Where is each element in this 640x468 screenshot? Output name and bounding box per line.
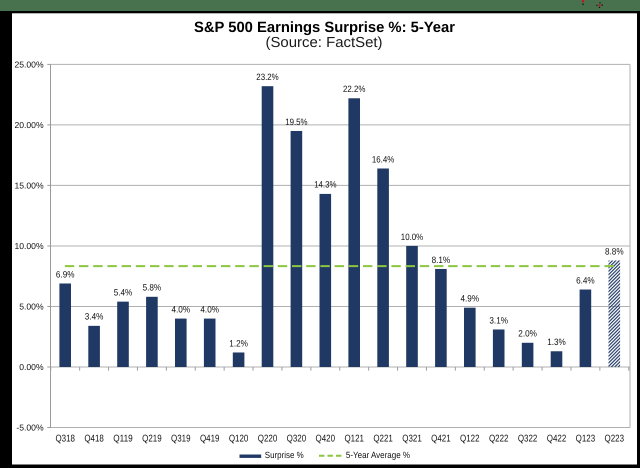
svg-text:Q318: Q318 (55, 433, 75, 444)
svg-text:Q422: Q422 (547, 433, 567, 444)
svg-text:8.8%: 8.8% (605, 246, 624, 256)
svg-text:-5.00%: -5.00% (16, 423, 44, 433)
svg-text:22.2%: 22.2% (343, 84, 365, 94)
svg-text:3.4%: 3.4% (85, 312, 104, 322)
svg-text:4.9%: 4.9% (461, 294, 480, 304)
svg-text:Q421: Q421 (431, 433, 451, 444)
svg-text:Q122: Q122 (460, 433, 480, 444)
svg-text:1.3%: 1.3% (547, 337, 566, 347)
svg-text:Q320: Q320 (287, 433, 307, 444)
svg-text:10.0%: 10.0% (401, 232, 423, 242)
svg-text:4.0%: 4.0% (172, 304, 191, 314)
svg-text:5.8%: 5.8% (143, 283, 162, 293)
svg-text:Q222: Q222 (489, 433, 509, 444)
svg-text:6.9%: 6.9% (56, 269, 75, 279)
svg-text:5.00%: 5.00% (19, 302, 44, 312)
svg-text:14.3%: 14.3% (314, 180, 336, 190)
svg-text:Surprise %: Surprise % (265, 450, 304, 460)
svg-text:0.00%: 0.00% (19, 362, 44, 372)
svg-text:1.2%: 1.2% (229, 338, 248, 348)
svg-text:5-Year Average %: 5-Year Average % (346, 450, 410, 460)
svg-text:Q120: Q120 (229, 433, 249, 444)
svg-text:S&P 500 Earnings Surprise %: 5: S&P 500 Earnings Surprise %: 5-Year (194, 20, 455, 36)
svg-text:Q322: Q322 (518, 433, 538, 444)
svg-text:Q418: Q418 (84, 433, 104, 444)
svg-text:4.0%: 4.0% (200, 304, 219, 314)
svg-text:Q119: Q119 (113, 433, 133, 444)
svg-text:Q420: Q420 (316, 433, 336, 444)
svg-text:6.4%: 6.4% (576, 275, 595, 285)
svg-text:Q123: Q123 (576, 433, 596, 444)
svg-text:Q121: Q121 (344, 433, 364, 444)
svg-text:Q220: Q220 (258, 433, 278, 444)
svg-text:Q219: Q219 (142, 433, 162, 444)
svg-text:3.1%: 3.1% (489, 315, 508, 325)
svg-text:8.1%: 8.1% (432, 255, 451, 265)
svg-text:Q223: Q223 (605, 433, 625, 444)
svg-text:Q319: Q319 (171, 433, 191, 444)
svg-text:10.00%: 10.00% (14, 241, 44, 251)
svg-text:2.0%: 2.0% (518, 329, 537, 339)
svg-text:23.2%: 23.2% (256, 72, 278, 82)
svg-text:15.00%: 15.00% (14, 180, 44, 190)
svg-text:5.4%: 5.4% (114, 287, 133, 297)
svg-text:Q321: Q321 (402, 433, 422, 444)
svg-text:16.4%: 16.4% (372, 154, 394, 164)
svg-text:Q221: Q221 (373, 433, 393, 444)
svg-text:25.00%: 25.00% (14, 59, 44, 69)
svg-text:19.5%: 19.5% (285, 117, 307, 127)
svg-text:(Source: FactSet): (Source: FactSet) (266, 35, 383, 51)
svg-text:20.00%: 20.00% (14, 120, 44, 130)
svg-text:Q419: Q419 (200, 433, 220, 444)
